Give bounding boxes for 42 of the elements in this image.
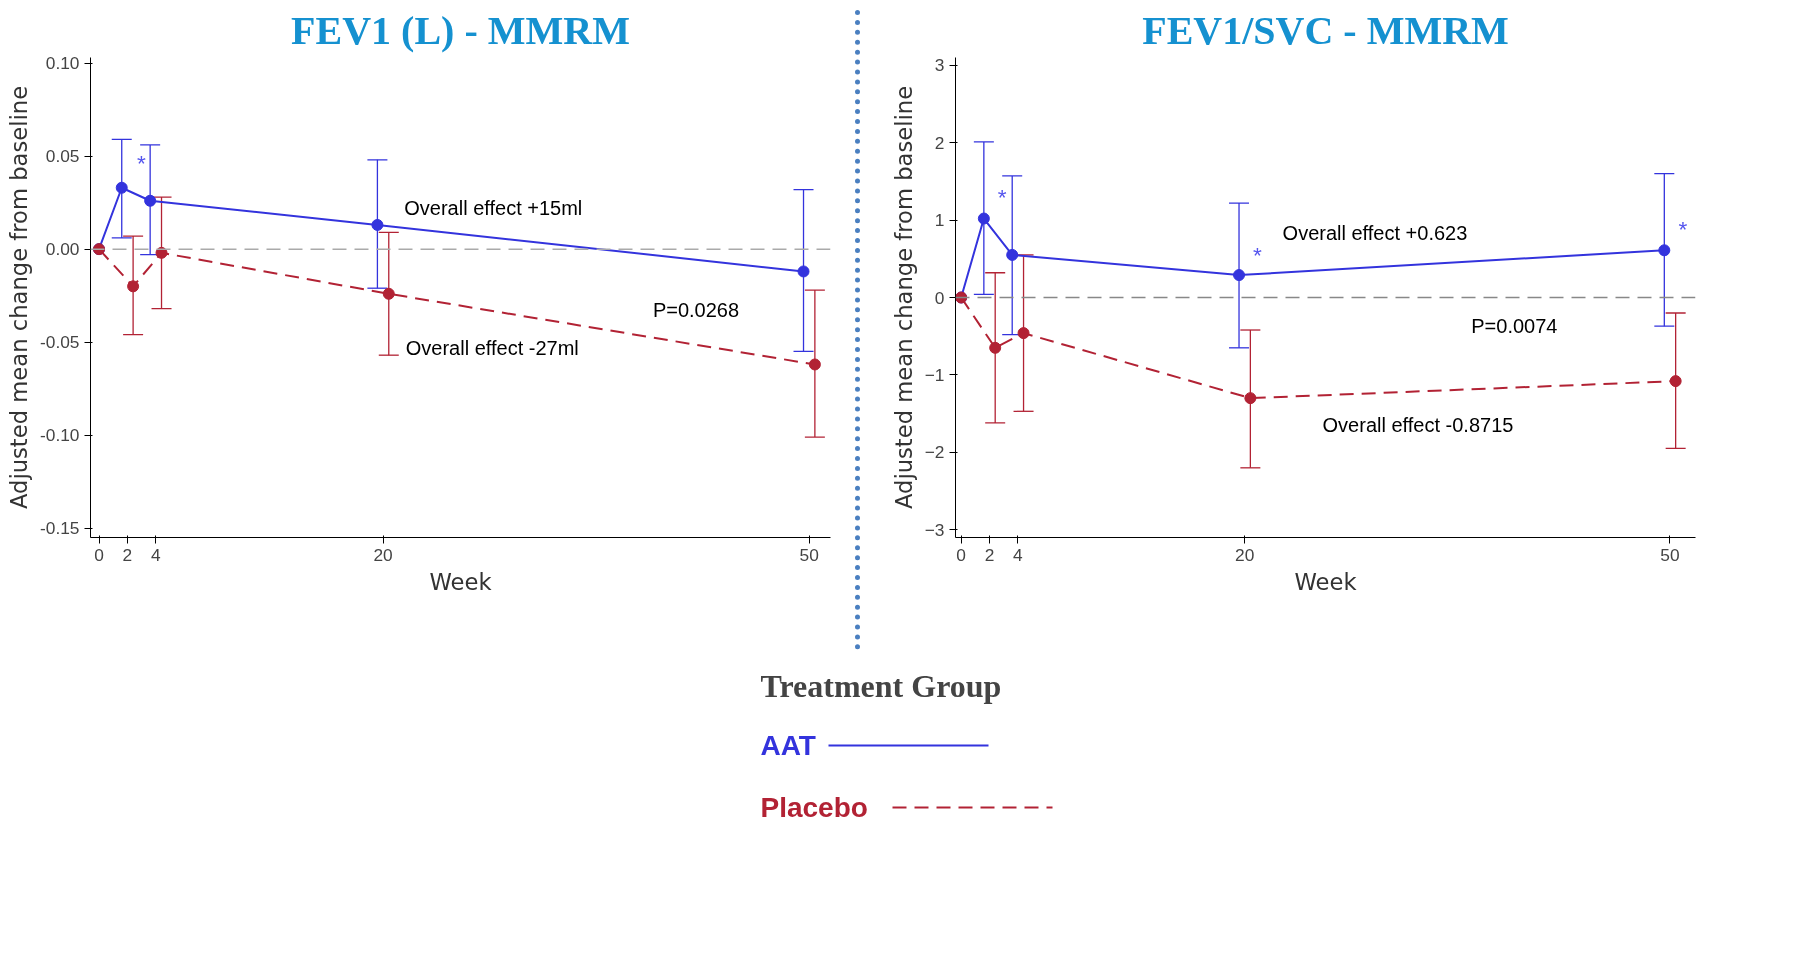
x-tick-label: 4	[151, 544, 162, 565]
y-tick-label: −3	[924, 519, 945, 540]
chart-title: FEV1/SVC - MMRM	[1142, 7, 1509, 53]
y-tick-label: 0.05	[45, 146, 80, 167]
y-tick-label: 1	[934, 210, 945, 231]
x-axis-title: Week	[1294, 568, 1358, 595]
annotation: *	[1678, 216, 1688, 243]
y-tick-label: 3	[934, 55, 945, 76]
x-tick-label: 0	[956, 544, 966, 565]
y-tick-label: −2	[924, 442, 945, 463]
y-tick-label: 0	[934, 287, 945, 308]
y-tick-label: 2	[934, 132, 945, 153]
x-axis-title: Week	[429, 568, 493, 595]
text: Placebo	[760, 792, 868, 823]
x-tick-label: 20	[1235, 544, 1255, 565]
x-tick-label: 2	[122, 544, 133, 565]
annotation: P=0.0268	[652, 299, 740, 322]
annotation: Overall effect -27ml	[405, 336, 579, 359]
annotation: Overall effect +15ml	[404, 197, 583, 220]
y-tick-label: -0.05	[40, 332, 80, 353]
chart-title: FEV1 (L) - MMRM	[291, 7, 630, 53]
y-tick-label: -0.15	[40, 518, 80, 539]
x-tick-label: 50	[799, 544, 819, 565]
annotation: *	[1252, 241, 1262, 268]
x-tick-label: 2	[984, 544, 995, 565]
x-tick-label: 0	[94, 544, 104, 565]
x-tick-label: 4	[1013, 544, 1024, 565]
y-axis-title: Adjusted mean change from baseline	[6, 85, 32, 510]
text: AAT	[760, 730, 816, 761]
y-axis-title: Adjusted mean change from baseline	[890, 85, 917, 510]
annotation: P=0.0074	[1471, 315, 1558, 338]
annotation: *	[137, 150, 147, 177]
x-tick-label: 50	[1660, 544, 1680, 565]
legend-title: Treatment Group	[760, 667, 1002, 704]
y-tick-label: 0.10	[45, 53, 80, 74]
y-tick-label: −1	[924, 364, 945, 385]
annotation: Overall effect -0.8715	[1322, 413, 1514, 436]
y-tick-label: 0.00	[45, 239, 80, 260]
annotation: Overall effect +0.623	[1282, 221, 1468, 244]
annotation: *	[997, 183, 1007, 210]
y-tick-label: -0.10	[40, 425, 80, 446]
x-tick-label: 20	[373, 544, 393, 565]
